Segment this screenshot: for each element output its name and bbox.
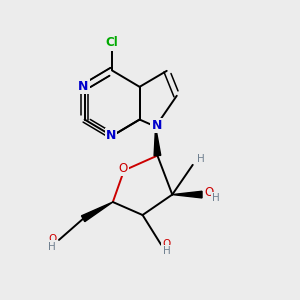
- Text: O: O: [48, 234, 56, 244]
- Text: O: O: [163, 239, 171, 249]
- Text: N: N: [152, 119, 162, 132]
- Polygon shape: [172, 191, 202, 198]
- Text: O: O: [204, 186, 213, 199]
- Text: O: O: [118, 162, 128, 175]
- Text: H: H: [163, 246, 171, 256]
- Text: N: N: [78, 80, 89, 93]
- Text: N: N: [106, 129, 116, 142]
- Text: H: H: [48, 242, 56, 252]
- Polygon shape: [82, 202, 113, 222]
- Text: H: H: [212, 193, 220, 203]
- Text: H: H: [197, 154, 205, 164]
- Text: Cl: Cl: [106, 37, 118, 50]
- Polygon shape: [154, 127, 161, 156]
